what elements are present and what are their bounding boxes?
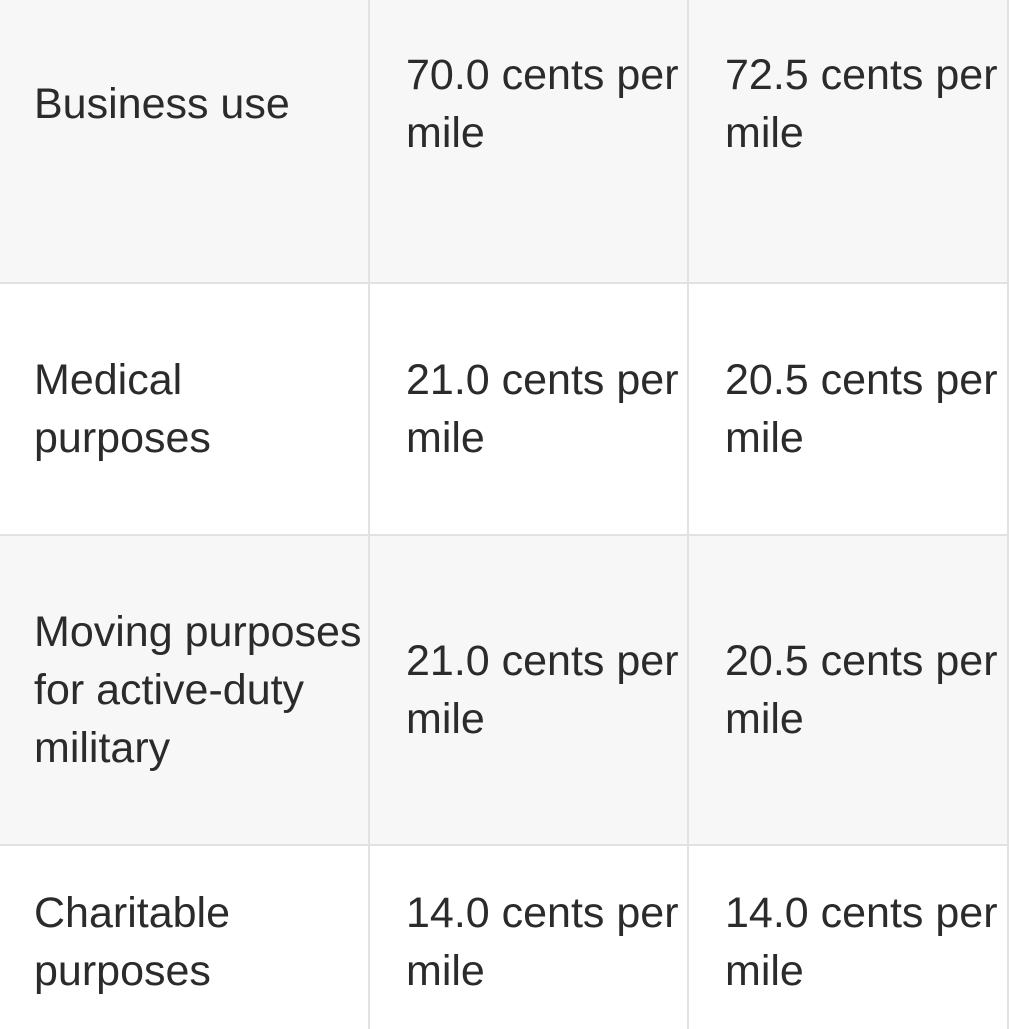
- rate-cell: 72.5 cents per mile: [687, 0, 1009, 284]
- rate-cell: 14.0 cents per mile: [368, 844, 689, 1029]
- rate-value: 21.0 cents per mile: [406, 637, 679, 743]
- rate-value: 14.0 cents per mile: [406, 889, 679, 995]
- rate-value: 20.5 cents per mile: [725, 356, 998, 462]
- category-label: Moving purposes for active-duty military: [34, 608, 362, 772]
- category-cell: Moving purposes for active-duty military: [0, 534, 370, 846]
- table-row-charitable-purposes: Charitable purposes 14.0 cents per mile …: [0, 844, 1009, 1029]
- category-label: Charitable purposes: [34, 889, 230, 995]
- category-cell: Medical purposes: [0, 282, 370, 536]
- category-cell: Charitable purposes: [0, 844, 370, 1029]
- rate-value: 20.5 cents per mile: [725, 637, 998, 743]
- category-label: Business use: [34, 80, 290, 128]
- rate-cell: 20.5 cents per mile: [687, 534, 1009, 846]
- rate-value: 72.5 cents per mile: [725, 51, 998, 157]
- rate-cell: 14.0 cents per mile: [687, 844, 1009, 1029]
- rate-cell: 70.0 cents per mile: [368, 0, 689, 284]
- rate-cell: 21.0 cents per mile: [368, 534, 689, 846]
- table-row-business-use: Business use 70.0 cents per mile 72.5 ce…: [0, 0, 1009, 284]
- category-label: Medical purposes: [34, 356, 211, 462]
- rate-value: 21.0 cents per mile: [406, 356, 679, 462]
- rate-cell: 21.0 cents per mile: [368, 282, 689, 536]
- rate-cell: 20.5 cents per mile: [687, 282, 1009, 536]
- category-cell: Business use: [0, 0, 370, 284]
- table-row-medical-purposes: Medical purposes 21.0 cents per mile 20.…: [0, 282, 1009, 536]
- table-row-moving-purposes: Moving purposes for active-duty military…: [0, 534, 1009, 846]
- rate-value: 70.0 cents per mile: [406, 51, 679, 157]
- rate-value: 14.0 cents per mile: [725, 889, 998, 995]
